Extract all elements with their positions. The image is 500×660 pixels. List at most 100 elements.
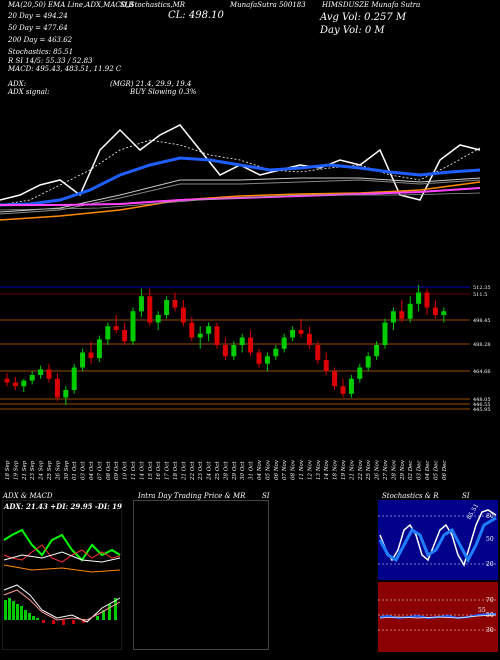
candle-body xyxy=(416,292,422,304)
stochastics-label: Stochastics: 85.51 xyxy=(8,48,74,56)
date-label: 30 Oct xyxy=(240,461,246,480)
ma20-dotted-line xyxy=(0,139,481,206)
header-line1-code: MunafaSutra 500183 xyxy=(230,1,306,9)
header-line1-left: MA(20,50) EMA Line,ADX,MACD,B xyxy=(8,1,134,9)
candle-body xyxy=(290,330,296,338)
ma200-label: 200 Day = 463.62 xyxy=(8,36,73,44)
ma-grey-line-2 xyxy=(0,179,481,215)
date-label: 08 Oct xyxy=(106,461,112,480)
date-label: 04 Dec xyxy=(425,461,431,481)
ma-orange-line xyxy=(0,181,481,221)
adx-macd-panel: ADX: 21.43 +DI: 29.95 -DI: 19.38 xyxy=(2,500,122,650)
candle-body xyxy=(231,345,237,357)
rsi-tick-70: 70 xyxy=(486,597,494,604)
rsi-panel: 70 50 30 55 xyxy=(378,582,498,652)
candle-body xyxy=(130,311,136,342)
date-label: 21 Sep xyxy=(22,460,28,481)
candle-body xyxy=(298,330,304,334)
macd-label: MACD: 495.43, 483.51, 11.92 C xyxy=(8,65,122,73)
candle-body xyxy=(105,326,111,340)
candle-body xyxy=(138,296,144,312)
date-label: 26 Nov xyxy=(375,459,381,481)
price-level-label: 448.05 xyxy=(473,397,491,403)
date-label: 10 Oct xyxy=(123,461,129,480)
date-label: 03 Oct xyxy=(81,461,87,480)
date-label: 26 Sep xyxy=(55,460,61,481)
macd-histogram xyxy=(4,598,117,625)
date-label: 25 Sep xyxy=(47,460,53,481)
date-label: 27 Nov xyxy=(383,459,389,481)
date-label: 23 Sep xyxy=(30,460,36,481)
date-label: 07 Oct xyxy=(97,461,103,480)
price-level-label: 498.45 xyxy=(473,318,491,324)
candle-body xyxy=(12,382,18,387)
date-label: 01 Oct xyxy=(72,461,78,480)
date-label: 06 Nov xyxy=(274,459,280,480)
date-label: 31 Oct xyxy=(249,461,255,480)
candle-body xyxy=(248,337,254,353)
candle-body xyxy=(332,371,338,387)
price-level-label: 446.55 xyxy=(473,402,491,408)
rsi-tick-30: 30 xyxy=(486,627,494,634)
date-label: 28 Oct xyxy=(223,461,229,481)
date-label: 24 Oct xyxy=(207,461,213,481)
date-label: 25 Oct xyxy=(215,461,221,481)
date-label: 08 Nov xyxy=(291,459,297,480)
candle-body xyxy=(71,367,77,390)
stoch-tick-50: 50 xyxy=(486,536,494,543)
candle-body xyxy=(348,378,354,394)
adx-line xyxy=(3,551,121,563)
candle-body xyxy=(21,380,27,387)
candle-body xyxy=(441,311,447,315)
date-label: 05 Nov xyxy=(265,459,271,480)
intraday-panel-title: Intra Day Trading Price & MR xyxy=(138,492,246,500)
date-label: 21 Oct xyxy=(181,461,187,481)
candle-body xyxy=(264,356,270,364)
date-label: 19 Sep xyxy=(13,460,19,480)
ma-lines-group xyxy=(0,124,481,221)
ma20-label: 20 Day = 494.24 xyxy=(8,12,68,20)
header-line1-right: HIMSDUSZE Munafa Sutra xyxy=(322,1,421,9)
stochastics-panel: 80 50 20 85.51 xyxy=(378,500,498,580)
adx-label: ADX: xyxy=(8,80,27,88)
candle-body xyxy=(306,333,312,345)
date-label: 21 Nov xyxy=(349,459,355,481)
ma-grey-line-3 xyxy=(0,192,481,211)
close-price-label: CL: 498.10 xyxy=(168,10,224,21)
date-label: 05 Dec xyxy=(433,461,439,481)
date-label: 29 Oct xyxy=(232,461,238,481)
macd-signal-line xyxy=(3,589,121,621)
stoch-tick-20: 20 xyxy=(486,561,494,568)
candle-body xyxy=(407,303,413,319)
date-label: 28 Nov xyxy=(391,459,397,481)
date-label: 07 Nov xyxy=(282,459,288,480)
macd-line xyxy=(3,584,121,623)
candle-body xyxy=(214,326,220,345)
date-labels-group: 18 Sep 19 Sep 21 Sep 23 Sep 24 Sep 25 Sep 26 S… xyxy=(5,459,448,481)
buy-signal-label: BUY Slowing 0.3% xyxy=(130,88,197,96)
candle-body xyxy=(54,378,60,398)
candle-body xyxy=(206,326,212,334)
date-label: 09 Oct xyxy=(114,461,120,480)
date-label: 12 Nov xyxy=(307,459,313,480)
candle-body xyxy=(38,369,44,375)
candles-group xyxy=(4,285,447,405)
candle-body xyxy=(365,356,371,368)
adx-minus-di-line xyxy=(3,544,121,563)
candle-body xyxy=(239,337,245,345)
adx-values: (MGR) 21.4, 29.9, 19.4 xyxy=(110,80,192,88)
date-label: 14 Oct xyxy=(139,461,145,480)
candle-body xyxy=(46,369,52,379)
candle-body xyxy=(122,330,128,342)
candle-body xyxy=(382,322,388,345)
candle-body xyxy=(315,345,321,360)
candle-body xyxy=(172,300,178,308)
candle-body xyxy=(63,390,69,398)
date-label: 13 Nov xyxy=(316,459,322,480)
date-label: 06 Dec xyxy=(442,461,448,481)
date-label: 30 Sep xyxy=(64,460,70,480)
price-level-label: 512.35 xyxy=(473,285,491,291)
adx-values-text: ADX: 21.43 +DI: 29.95 -DI: 19.38 xyxy=(3,502,122,511)
candle-body xyxy=(189,322,195,338)
